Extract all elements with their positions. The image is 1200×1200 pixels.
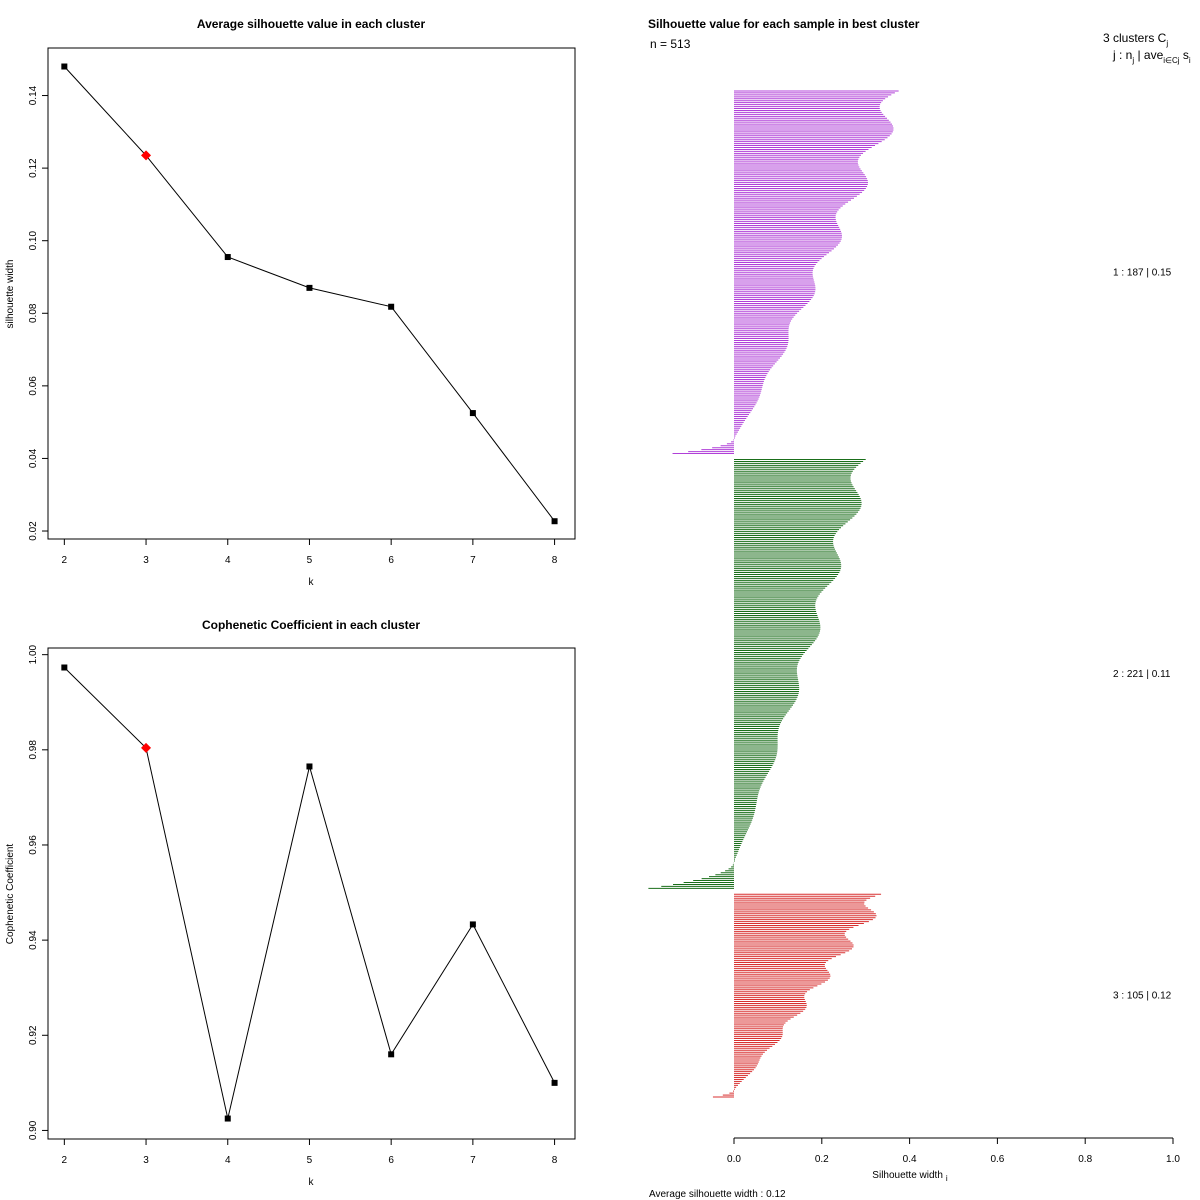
- data-point: [552, 1080, 558, 1086]
- data-point: [306, 763, 312, 769]
- legend-columns: j : nj | avei∈Cj si: [1112, 48, 1191, 65]
- x-tick-label: 3: [143, 1155, 149, 1166]
- chart2-points: [61, 665, 557, 1122]
- data-point: [225, 254, 231, 260]
- cluster-label: 2 : 221 | 0.11: [1113, 669, 1171, 680]
- data-point: [306, 285, 312, 291]
- chart2-y-label: Cophenetic Coefficient: [5, 844, 16, 945]
- chart1-x-label: k: [309, 577, 315, 588]
- chart1-y-label: silhouette width: [5, 260, 16, 329]
- y-tick-label: 0.98: [28, 740, 39, 760]
- y-tick-label: 0.96: [28, 835, 39, 855]
- chart1-points: [61, 64, 557, 525]
- x-tick-label: 0.4: [903, 1154, 917, 1165]
- chart2-series-line: [64, 668, 554, 1119]
- x-tick-label: 6: [388, 1155, 394, 1166]
- y-tick-label: 0.90: [28, 1120, 39, 1140]
- cluster-labels: 1 : 187 | 0.15 2 : 221 | 0.11 3 : 105 | 0.…: [1113, 267, 1172, 1001]
- y-tick-label: 0.94: [28, 930, 39, 950]
- x-tick-label: 0.8: [1078, 1154, 1092, 1165]
- x-tick-label: 4: [225, 555, 231, 566]
- x-tick-label: 8: [552, 555, 558, 566]
- cluster-label: 1 : 187 | 0.15: [1113, 267, 1172, 278]
- y-tick-label: 0.02: [28, 521, 39, 541]
- average-silhouette-footer: Average silhouette width : 0.12: [649, 1189, 786, 1200]
- data-point: [225, 1116, 231, 1122]
- chart1-title: Average silhouette value in each cluster: [197, 17, 426, 31]
- y-tick-label: 0.06: [28, 376, 39, 396]
- chart1-series-line: [64, 67, 554, 522]
- data-point: [61, 665, 67, 671]
- y-tick-label: 0.04: [28, 448, 39, 468]
- data-point: [388, 1051, 394, 1057]
- data-point: [470, 410, 476, 416]
- x-tick-label: 6: [388, 555, 394, 566]
- y-tick-label: 0.14: [28, 85, 39, 105]
- silhouette-bars: [648, 91, 898, 1097]
- y-tick-label: 0.08: [28, 303, 39, 323]
- data-point: [388, 304, 394, 310]
- x-tick-label: 5: [307, 1155, 313, 1166]
- y-tick-label: 1.00: [28, 644, 39, 664]
- y-tick-label: 0.10: [28, 231, 39, 251]
- chart3-title: Silhouette value for each sample in best…: [648, 17, 920, 31]
- x-tick-label: 7: [470, 555, 476, 566]
- legend-header: 3 clusters Cj: [1103, 31, 1168, 48]
- y-tick-label: 0.12: [28, 158, 39, 178]
- x-tick-label: 2: [62, 1155, 68, 1166]
- x-tick-label: 8: [552, 1155, 558, 1166]
- y-tick-label: 0.92: [28, 1025, 39, 1045]
- chart3-x-axis: 0.0 0.2 0.4 0.6 0.8 1.0: [727, 1138, 1180, 1165]
- silhouette-line-chart: Average silhouette value in each cluster…: [5, 17, 575, 588]
- x-tick-label: 0.6: [990, 1154, 1004, 1165]
- sample-count: n = 513: [650, 37, 691, 51]
- data-point: [61, 64, 67, 70]
- x-tick-label: 1.0: [1166, 1154, 1180, 1165]
- data-point: [470, 921, 476, 927]
- figure: Average silhouette value in each cluster…: [0, 0, 1200, 1200]
- chart2-x-label: k: [309, 1177, 315, 1188]
- cluster-label: 3 : 105 | 0.12: [1113, 991, 1172, 1002]
- silhouette-bar-plot: Silhouette value for each sample in best…: [648, 17, 1191, 1200]
- chart2-y-axis: 0.90 0.92 0.94 0.96 0.98 1.00: [28, 644, 48, 1140]
- data-point: [552, 518, 558, 524]
- chart3-x-label: Silhouette width i: [872, 1170, 948, 1183]
- chart1-plot-frame: [48, 48, 575, 539]
- chart2-title: Cophenetic Coefficient in each cluster: [202, 618, 420, 632]
- x-tick-label: 3: [143, 555, 149, 566]
- chart2-x-axis: 2 3 4 5 6 7 8: [62, 1139, 558, 1166]
- x-tick-label: 2: [62, 555, 68, 566]
- chart2-plot-frame: [48, 648, 575, 1139]
- x-tick-label: 5: [307, 555, 313, 566]
- x-tick-label: 7: [470, 1155, 476, 1166]
- x-tick-label: 0.0: [727, 1154, 741, 1165]
- cophenetic-line-chart: Cophenetic Coefficient in each cluster k…: [5, 618, 575, 1188]
- x-tick-label: 0.2: [815, 1154, 829, 1165]
- chart1-y-axis: 0.02 0.04 0.06 0.08 0.10 0.12 0.14: [28, 85, 48, 540]
- chart1-x-axis: 2 3 4 5 6 7 8: [62, 539, 558, 566]
- x-tick-label: 4: [225, 1155, 231, 1166]
